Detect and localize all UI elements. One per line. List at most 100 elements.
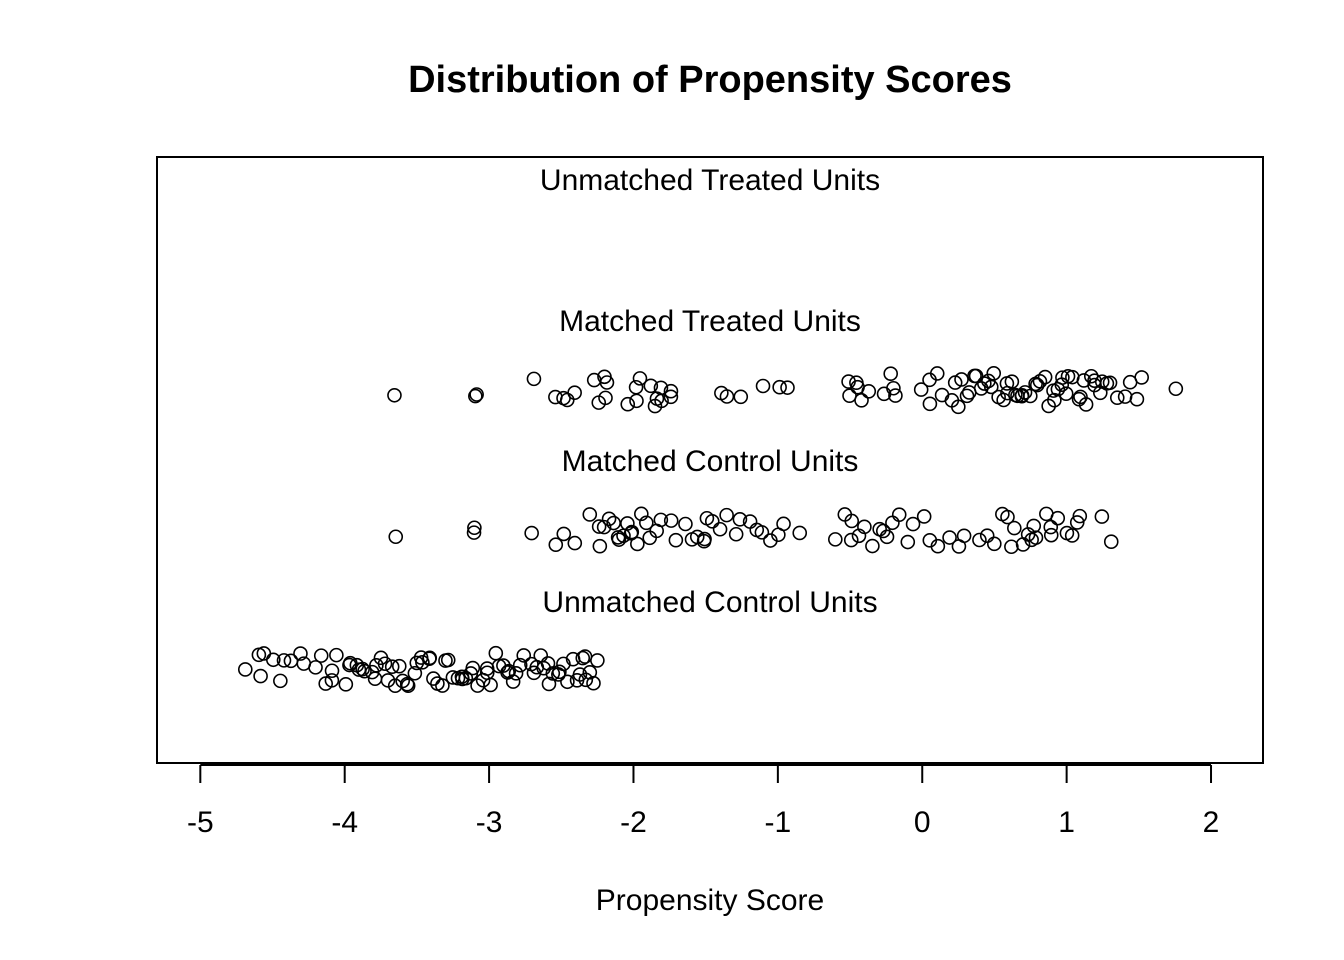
x-axis-ticks: -5 -4 -3 -2 -1 0 1 2 <box>187 765 1219 839</box>
data-point <box>552 664 567 680</box>
data-point <box>567 535 583 551</box>
data-point <box>384 659 400 675</box>
data-point <box>508 666 524 681</box>
data-point <box>567 385 582 401</box>
data-point <box>505 674 521 689</box>
data-point <box>1050 510 1066 526</box>
plot-frame <box>156 156 1264 764</box>
data-point <box>516 648 532 663</box>
data-point <box>983 379 999 395</box>
x-tick-label: -4 <box>331 806 358 839</box>
data-point <box>1103 534 1119 550</box>
data-point <box>611 532 627 547</box>
data-point <box>601 511 617 527</box>
data-point <box>483 677 498 693</box>
x-tick-label: 0 <box>914 806 931 839</box>
data-point <box>900 534 916 550</box>
data-point <box>559 392 575 408</box>
data-point <box>668 532 684 548</box>
group-label: Unmatched Treated Units <box>540 164 880 197</box>
data-point <box>407 665 423 681</box>
chart-title: Distribution of Propensity Scores <box>408 59 1012 101</box>
data-point <box>465 660 481 676</box>
x-tick-label: 1 <box>1058 806 1075 839</box>
data-point <box>861 384 877 399</box>
data-point <box>329 647 344 663</box>
data-point <box>466 525 482 540</box>
data-point <box>697 531 712 547</box>
data-point <box>643 378 659 394</box>
data-point <box>1078 397 1094 412</box>
data-point <box>237 662 253 677</box>
data-point <box>828 532 843 547</box>
data-point <box>879 529 895 545</box>
data-point <box>886 380 901 396</box>
data-point <box>934 387 950 403</box>
data-point <box>663 513 679 528</box>
data-point <box>1129 391 1145 407</box>
x-axis-label: Propensity Score <box>596 884 824 917</box>
data-point <box>888 388 903 403</box>
data-point <box>596 519 612 535</box>
data-point <box>885 515 900 531</box>
data-point <box>732 512 748 527</box>
data-point <box>1094 509 1110 524</box>
data-point <box>265 652 281 668</box>
data-point <box>324 673 340 688</box>
data-points <box>237 366 1184 694</box>
data-point <box>512 657 528 673</box>
data-point <box>575 650 591 666</box>
data-point <box>842 388 857 403</box>
data-point <box>273 673 288 689</box>
data-point <box>1109 390 1125 406</box>
data-point <box>545 666 561 681</box>
data-point <box>624 524 640 540</box>
data-point <box>857 519 872 535</box>
data-point <box>972 532 987 548</box>
data-point <box>598 390 613 406</box>
data-point <box>1047 392 1062 408</box>
data-point <box>905 516 921 532</box>
data-point <box>324 663 340 679</box>
data-point <box>526 371 542 387</box>
data-point <box>591 519 607 534</box>
data-point <box>956 528 972 544</box>
data-point <box>755 378 771 394</box>
data-point <box>639 515 654 531</box>
data-point <box>630 536 645 552</box>
data-point <box>977 376 992 391</box>
x-tick-label: -1 <box>765 806 792 839</box>
data-point <box>1055 370 1070 385</box>
data-point <box>776 516 791 532</box>
data-point <box>1029 377 1045 393</box>
data-point <box>415 655 430 670</box>
data-point <box>865 538 880 554</box>
data-point <box>843 532 859 548</box>
data-point <box>1134 370 1149 385</box>
data-point <box>780 380 795 395</box>
data-point <box>469 387 484 402</box>
data-point <box>891 507 907 522</box>
data-point <box>1032 374 1048 389</box>
group-label: Matched Control Units <box>562 445 859 478</box>
data-point <box>733 389 749 405</box>
data-point <box>355 661 370 677</box>
data-point <box>719 389 735 404</box>
data-point <box>663 389 679 405</box>
data-point <box>979 528 995 543</box>
data-point <box>1007 520 1022 536</box>
data-point <box>533 648 549 663</box>
data-point <box>620 396 636 412</box>
data-point <box>338 677 354 692</box>
data-point <box>961 385 977 400</box>
data-point <box>556 656 571 672</box>
data-point <box>422 651 437 667</box>
data-point <box>369 658 384 673</box>
data-point <box>313 648 329 663</box>
data-point <box>653 512 669 528</box>
data-point <box>400 678 416 694</box>
data-point <box>634 506 649 522</box>
data-point <box>586 675 601 691</box>
data-point <box>458 670 474 686</box>
